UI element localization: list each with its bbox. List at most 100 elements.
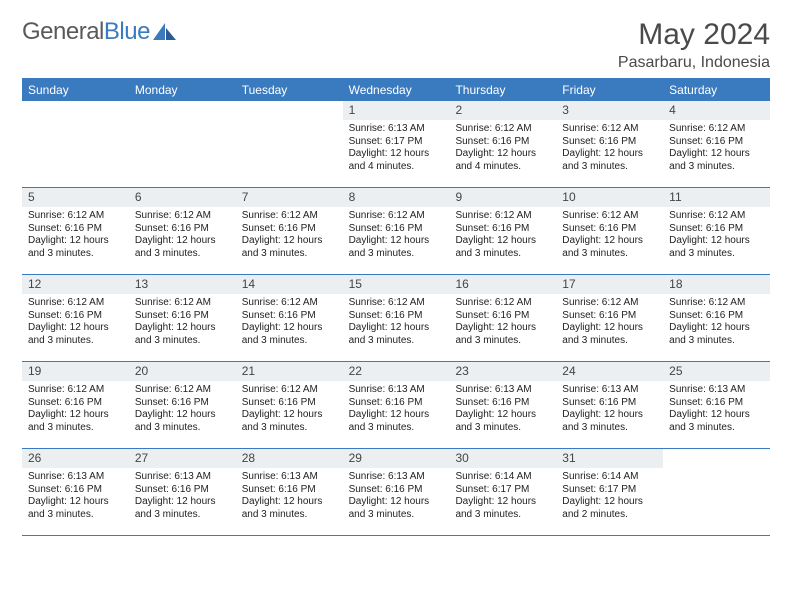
day-details: Sunrise: 6:12 AM Sunset: 6:16 PM Dayligh…	[663, 120, 770, 177]
day-number: 5	[22, 188, 129, 207]
day-cell	[663, 449, 770, 535]
brand-text-gray: General	[22, 18, 104, 45]
day-details: Sunrise: 6:12 AM Sunset: 6:16 PM Dayligh…	[22, 381, 129, 438]
day-number: 19	[22, 362, 129, 381]
month-title: May 2024	[618, 18, 770, 52]
day-details: Sunrise: 6:14 AM Sunset: 6:17 PM Dayligh…	[449, 468, 556, 525]
day-cell: 14Sunrise: 6:12 AM Sunset: 6:16 PM Dayli…	[236, 275, 343, 361]
day-details: Sunrise: 6:13 AM Sunset: 6:16 PM Dayligh…	[343, 381, 450, 438]
day-details: Sunrise: 6:12 AM Sunset: 6:16 PM Dayligh…	[343, 294, 450, 351]
day-cell: 21Sunrise: 6:12 AM Sunset: 6:16 PM Dayli…	[236, 362, 343, 448]
day-cell: 22Sunrise: 6:13 AM Sunset: 6:16 PM Dayli…	[343, 362, 450, 448]
brand-logo: GeneralBlue	[22, 18, 178, 46]
day-details: Sunrise: 6:13 AM Sunset: 6:16 PM Dayligh…	[663, 381, 770, 438]
week-row: 19Sunrise: 6:12 AM Sunset: 6:16 PM Dayli…	[22, 362, 770, 449]
day-cell: 30Sunrise: 6:14 AM Sunset: 6:17 PM Dayli…	[449, 449, 556, 535]
day-details: Sunrise: 6:12 AM Sunset: 6:16 PM Dayligh…	[129, 207, 236, 264]
day-number: 4	[663, 101, 770, 120]
day-cell: 9Sunrise: 6:12 AM Sunset: 6:16 PM Daylig…	[449, 188, 556, 274]
day-number: 25	[663, 362, 770, 381]
day-cell: 5Sunrise: 6:12 AM Sunset: 6:16 PM Daylig…	[22, 188, 129, 274]
day-details: Sunrise: 6:12 AM Sunset: 6:16 PM Dayligh…	[236, 381, 343, 438]
day-number: 21	[236, 362, 343, 381]
dow-header: Thursday	[449, 79, 556, 101]
day-details: Sunrise: 6:12 AM Sunset: 6:16 PM Dayligh…	[556, 120, 663, 177]
dow-header: Saturday	[663, 79, 770, 101]
day-details: Sunrise: 6:12 AM Sunset: 6:16 PM Dayligh…	[663, 294, 770, 351]
day-details: Sunrise: 6:13 AM Sunset: 6:16 PM Dayligh…	[556, 381, 663, 438]
day-details: Sunrise: 6:12 AM Sunset: 6:16 PM Dayligh…	[556, 207, 663, 264]
day-details: Sunrise: 6:13 AM Sunset: 6:16 PM Dayligh…	[449, 381, 556, 438]
day-cell: 24Sunrise: 6:13 AM Sunset: 6:16 PM Dayli…	[556, 362, 663, 448]
day-number: 17	[556, 275, 663, 294]
day-cell: 8Sunrise: 6:12 AM Sunset: 6:16 PM Daylig…	[343, 188, 450, 274]
day-number: 31	[556, 449, 663, 468]
calendar-page: GeneralBlue May 2024 Pasarbaru, Indonesi…	[0, 0, 792, 546]
calendar-grid: SundayMondayTuesdayWednesdayThursdayFrid…	[22, 78, 770, 536]
day-cell: 4Sunrise: 6:12 AM Sunset: 6:16 PM Daylig…	[663, 101, 770, 187]
weeks-container: 1Sunrise: 6:13 AM Sunset: 6:17 PM Daylig…	[22, 101, 770, 536]
day-number: 22	[343, 362, 450, 381]
dow-header: Tuesday	[236, 79, 343, 101]
day-cell: 16Sunrise: 6:12 AM Sunset: 6:16 PM Dayli…	[449, 275, 556, 361]
day-cell: 27Sunrise: 6:13 AM Sunset: 6:16 PM Dayli…	[129, 449, 236, 535]
day-details: Sunrise: 6:13 AM Sunset: 6:16 PM Dayligh…	[343, 468, 450, 525]
day-number: 20	[129, 362, 236, 381]
dow-header: Sunday	[22, 79, 129, 101]
day-details: Sunrise: 6:12 AM Sunset: 6:16 PM Dayligh…	[236, 294, 343, 351]
day-details: Sunrise: 6:12 AM Sunset: 6:16 PM Dayligh…	[343, 207, 450, 264]
day-number: 23	[449, 362, 556, 381]
day-cell: 28Sunrise: 6:13 AM Sunset: 6:16 PM Dayli…	[236, 449, 343, 535]
day-details: Sunrise: 6:12 AM Sunset: 6:16 PM Dayligh…	[663, 207, 770, 264]
day-number: 26	[22, 449, 129, 468]
day-cell: 18Sunrise: 6:12 AM Sunset: 6:16 PM Dayli…	[663, 275, 770, 361]
day-number: 18	[663, 275, 770, 294]
dow-header: Friday	[556, 79, 663, 101]
day-details: Sunrise: 6:13 AM Sunset: 6:16 PM Dayligh…	[22, 468, 129, 525]
day-number: 11	[663, 188, 770, 207]
day-cell: 10Sunrise: 6:12 AM Sunset: 6:16 PM Dayli…	[556, 188, 663, 274]
day-number: 30	[449, 449, 556, 468]
day-number: 16	[449, 275, 556, 294]
day-number: 28	[236, 449, 343, 468]
header: GeneralBlue May 2024 Pasarbaru, Indonesi…	[22, 18, 770, 72]
day-details: Sunrise: 6:13 AM Sunset: 6:16 PM Dayligh…	[236, 468, 343, 525]
day-number: 14	[236, 275, 343, 294]
day-number: 6	[129, 188, 236, 207]
day-number: 8	[343, 188, 450, 207]
day-details: Sunrise: 6:12 AM Sunset: 6:16 PM Dayligh…	[129, 294, 236, 351]
dow-header: Monday	[129, 79, 236, 101]
day-number: 2	[449, 101, 556, 120]
day-cell	[129, 101, 236, 187]
day-details: Sunrise: 6:12 AM Sunset: 6:16 PM Dayligh…	[449, 207, 556, 264]
day-details: Sunrise: 6:12 AM Sunset: 6:16 PM Dayligh…	[449, 120, 556, 177]
day-cell: 31Sunrise: 6:14 AM Sunset: 6:17 PM Dayli…	[556, 449, 663, 535]
day-number: 15	[343, 275, 450, 294]
title-block: May 2024 Pasarbaru, Indonesia	[618, 18, 770, 72]
week-row: 12Sunrise: 6:12 AM Sunset: 6:16 PM Dayli…	[22, 275, 770, 362]
day-cell: 15Sunrise: 6:12 AM Sunset: 6:16 PM Dayli…	[343, 275, 450, 361]
week-row: 26Sunrise: 6:13 AM Sunset: 6:16 PM Dayli…	[22, 449, 770, 536]
brand-text: GeneralBlue	[22, 18, 150, 46]
day-number: 13	[129, 275, 236, 294]
day-details: Sunrise: 6:12 AM Sunset: 6:16 PM Dayligh…	[22, 294, 129, 351]
day-cell: 13Sunrise: 6:12 AM Sunset: 6:16 PM Dayli…	[129, 275, 236, 361]
week-row: 5Sunrise: 6:12 AM Sunset: 6:16 PM Daylig…	[22, 188, 770, 275]
day-number: 12	[22, 275, 129, 294]
day-cell: 25Sunrise: 6:13 AM Sunset: 6:16 PM Dayli…	[663, 362, 770, 448]
day-cell	[236, 101, 343, 187]
day-cell: 29Sunrise: 6:13 AM Sunset: 6:16 PM Dayli…	[343, 449, 450, 535]
dow-header-row: SundayMondayTuesdayWednesdayThursdayFrid…	[22, 79, 770, 101]
day-details: Sunrise: 6:12 AM Sunset: 6:16 PM Dayligh…	[449, 294, 556, 351]
day-cell: 23Sunrise: 6:13 AM Sunset: 6:16 PM Dayli…	[449, 362, 556, 448]
day-cell: 19Sunrise: 6:12 AM Sunset: 6:16 PM Dayli…	[22, 362, 129, 448]
day-number: 3	[556, 101, 663, 120]
brand-text-blue: Blue	[104, 18, 150, 45]
day-number: 27	[129, 449, 236, 468]
brand-sail-icon	[152, 22, 178, 42]
day-number: 10	[556, 188, 663, 207]
day-cell: 7Sunrise: 6:12 AM Sunset: 6:16 PM Daylig…	[236, 188, 343, 274]
day-cell: 6Sunrise: 6:12 AM Sunset: 6:16 PM Daylig…	[129, 188, 236, 274]
day-cell: 12Sunrise: 6:12 AM Sunset: 6:16 PM Dayli…	[22, 275, 129, 361]
day-details: Sunrise: 6:12 AM Sunset: 6:16 PM Dayligh…	[556, 294, 663, 351]
